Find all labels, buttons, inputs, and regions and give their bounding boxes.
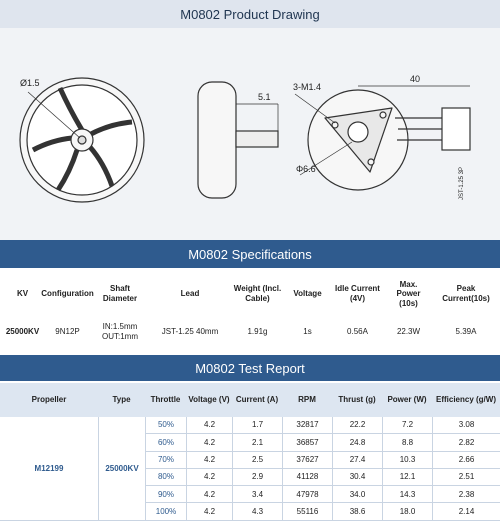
test-table: Propeller Type Throttle Voltage (V) Current … <box>0 383 500 521</box>
test-value: 30.4 <box>332 468 382 487</box>
test-value: 7.2 <box>382 417 432 435</box>
test-value: 41128 <box>282 468 332 487</box>
test-value: 3.08 <box>432 417 500 435</box>
dimension-label: Ø1.5 <box>20 78 40 88</box>
test-value: 2.38 <box>432 486 500 504</box>
test-value: 36857 <box>282 434 332 452</box>
test-value: 2.66 <box>432 451 500 469</box>
column-header: KV <box>16 289 29 299</box>
test-value: 4.3 <box>232 503 282 521</box>
test-value: 27.4 <box>332 451 382 469</box>
spec-table: KV Configuration Shaft Diameter Lead Weight … <box>0 268 500 344</box>
test-value: 4.2 <box>186 451 232 469</box>
test-value: 38.6 <box>332 503 382 521</box>
test-value: 80% <box>145 468 186 487</box>
test-value: 2.9 <box>232 468 282 487</box>
spec-title: M0802 Specifications <box>0 240 500 268</box>
test-value: 32817 <box>282 417 332 435</box>
spec-value: 9N12P <box>55 327 80 337</box>
test-value: 47978 <box>282 486 332 504</box>
dimension-label: 5.1 <box>258 92 271 102</box>
dimension-label: Φ6.6 <box>296 164 316 174</box>
dimension-label: 3-M1.4 <box>293 82 321 92</box>
test-value: 24.8 <box>332 434 382 452</box>
test-value: 12.1 <box>382 468 432 487</box>
column-header: Current (A) <box>232 383 282 417</box>
test-value: 37627 <box>282 451 332 469</box>
spec-value: 22.3W <box>396 327 421 337</box>
column-header: Efficiency (g/W) <box>432 383 500 417</box>
spec-value: 0.56A <box>347 327 368 337</box>
test-value: 18.0 <box>382 503 432 521</box>
test-value: 10.3 <box>382 451 432 469</box>
test-value: 60% <box>145 434 186 452</box>
column-header: Type <box>98 383 145 417</box>
column-header: Lead <box>180 289 200 299</box>
test-value: 22.2 <box>332 417 382 435</box>
spec-value: 5.39A <box>455 327 477 337</box>
test-value: 14.3 <box>382 486 432 504</box>
spec-value: 25000KV <box>5 327 40 337</box>
column-header: Configuration <box>41 289 94 299</box>
test-value: 4.2 <box>186 417 232 435</box>
test-value: 55116 <box>282 503 332 521</box>
column-header: RPM <box>282 383 332 417</box>
column-header: Idle Current (4V) <box>335 284 380 303</box>
test-value: 100% <box>145 503 186 521</box>
propeller: M12199 <box>0 417 98 521</box>
test-value: 4.2 <box>186 503 232 521</box>
spec-value: IN:1.5mm OUT:1mm <box>102 322 138 341</box>
spec-value: 1s <box>303 327 312 337</box>
dimension-label: JST-1.25 3P <box>459 167 465 200</box>
spec-value: 1.91g <box>247 327 268 337</box>
test-value: 2.5 <box>232 451 282 469</box>
column-header: Peak Current(10s) <box>442 284 490 303</box>
test-value: 70% <box>145 451 186 469</box>
column-header: Thrust (g) <box>332 383 382 417</box>
column-header: Max. Power (10s) <box>396 279 421 308</box>
column-header: Power (W) <box>382 383 432 417</box>
spec-value: JST-1.25 40mm <box>161 327 219 337</box>
motor-type: 25000KV <box>98 417 145 521</box>
test-value: 2.51 <box>432 468 500 487</box>
column-header: Weight (Incl. Cable) <box>233 284 282 303</box>
test-title: M0802 Test Report <box>0 355 500 381</box>
test-value: 90% <box>145 486 186 504</box>
test-value: 4.2 <box>186 434 232 452</box>
product-drawing: Ø1.5 5.1 3-M1.4 40 Φ6.6 JST-1.25 3P <box>0 28 500 240</box>
test-value: 34.0 <box>332 486 382 504</box>
column-header: Throttle <box>145 383 186 417</box>
column-header: Voltage <box>293 289 322 299</box>
column-header: Propeller <box>0 383 98 417</box>
test-value: 2.14 <box>432 503 500 521</box>
column-header: Shaft Diameter <box>102 284 138 303</box>
test-value: 1.7 <box>232 417 282 435</box>
test-value: 4.2 <box>186 486 232 504</box>
column-header: Voltage (V) <box>186 383 232 417</box>
test-value: 2.82 <box>432 434 500 452</box>
test-value: 4.2 <box>186 468 232 487</box>
test-value: 50% <box>145 417 186 435</box>
dimension-label: 40 <box>410 74 420 84</box>
test-value: 2.1 <box>232 434 282 452</box>
test-value: 3.4 <box>232 486 282 504</box>
drawing-title: M0802 Product Drawing <box>0 0 500 28</box>
test-value: 8.8 <box>382 434 432 452</box>
